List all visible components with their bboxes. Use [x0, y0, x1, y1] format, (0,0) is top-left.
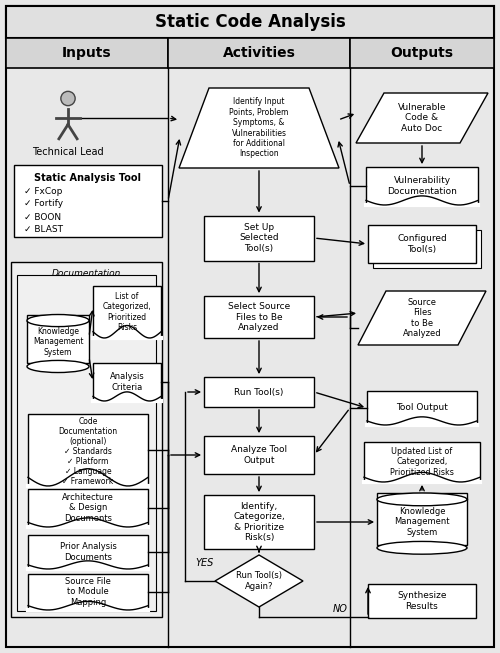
FancyBboxPatch shape: [28, 535, 148, 569]
FancyBboxPatch shape: [373, 230, 481, 268]
FancyBboxPatch shape: [364, 442, 480, 482]
Text: Identify,
Categorize,
& Prioritize
Risk(s): Identify, Categorize, & Prioritize Risk(…: [233, 502, 285, 542]
Text: Analysis
Criteria: Analysis Criteria: [110, 372, 144, 392]
Text: ✓ BOON: ✓ BOON: [24, 212, 61, 221]
Ellipse shape: [377, 493, 467, 506]
FancyBboxPatch shape: [204, 215, 314, 261]
FancyBboxPatch shape: [27, 315, 89, 364]
Text: Prior Analysis
Documents: Prior Analysis Documents: [60, 542, 116, 562]
FancyBboxPatch shape: [11, 262, 162, 617]
Text: Run Tool(s)
Again?: Run Tool(s) Again?: [236, 571, 282, 591]
FancyBboxPatch shape: [368, 584, 476, 618]
Text: ✓ BLAST: ✓ BLAST: [24, 225, 63, 234]
Text: Outputs: Outputs: [390, 46, 454, 60]
FancyBboxPatch shape: [368, 225, 476, 263]
Text: ✓ Fortify: ✓ Fortify: [24, 200, 63, 208]
Text: Code: Code: [78, 417, 98, 426]
Text: Documentation: Documentation: [52, 268, 121, 278]
Text: Select Source
Files to Be
Analyzed: Select Source Files to Be Analyzed: [228, 302, 290, 332]
Text: ✓ Framework: ✓ Framework: [62, 477, 114, 486]
Text: Configured
Tool(s): Configured Tool(s): [397, 234, 447, 254]
Text: Vulnerable
Code &
Auto Doc: Vulnerable Code & Auto Doc: [398, 103, 446, 133]
FancyBboxPatch shape: [366, 167, 478, 205]
FancyBboxPatch shape: [28, 489, 148, 527]
Text: Set Up
Selected
Tool(s): Set Up Selected Tool(s): [239, 223, 279, 253]
Text: Vulnerability
Documentation: Vulnerability Documentation: [387, 176, 457, 196]
FancyBboxPatch shape: [204, 296, 314, 338]
FancyBboxPatch shape: [6, 38, 168, 68]
FancyBboxPatch shape: [6, 6, 494, 647]
Text: Knowledge
Management
System: Knowledge Management System: [33, 327, 83, 357]
Text: ✓ Standards: ✓ Standards: [64, 447, 112, 456]
Polygon shape: [215, 555, 303, 607]
FancyBboxPatch shape: [204, 377, 314, 407]
FancyBboxPatch shape: [367, 391, 477, 425]
Text: Architecture
& Design
Documents: Architecture & Design Documents: [62, 493, 114, 523]
Text: Identify Input
Points, Problem
Symptoms, &
Vulnerabilities
for Additional
Inspec: Identify Input Points, Problem Symptoms,…: [230, 97, 288, 159]
FancyBboxPatch shape: [93, 363, 161, 401]
Text: Synthesize
Results: Synthesize Results: [397, 592, 447, 611]
Text: Knowledge
Management
System: Knowledge Management System: [394, 507, 450, 537]
Text: Inputs: Inputs: [62, 46, 112, 60]
Text: Static Analysis Tool: Static Analysis Tool: [34, 173, 142, 183]
Ellipse shape: [377, 541, 467, 554]
Text: Source File
to Module
Mapping: Source File to Module Mapping: [65, 577, 111, 607]
Text: ✓ Language: ✓ Language: [64, 468, 112, 477]
Text: Source
Files
to Be
Analyzed: Source Files to Be Analyzed: [402, 298, 442, 338]
Text: Tool Output: Tool Output: [396, 404, 448, 413]
Text: Activities: Activities: [222, 46, 296, 60]
FancyBboxPatch shape: [6, 6, 494, 38]
FancyBboxPatch shape: [204, 436, 314, 474]
Text: List of
Categorized,
Prioritized
Risks: List of Categorized, Prioritized Risks: [102, 292, 152, 332]
Text: Technical Lead: Technical Lead: [32, 147, 104, 157]
FancyBboxPatch shape: [17, 275, 156, 611]
FancyBboxPatch shape: [377, 493, 467, 545]
FancyBboxPatch shape: [204, 495, 314, 549]
Ellipse shape: [27, 315, 89, 326]
Text: Analyze Tool
Output: Analyze Tool Output: [231, 445, 287, 465]
Text: Run Tool(s): Run Tool(s): [234, 387, 284, 396]
Polygon shape: [179, 88, 339, 168]
FancyBboxPatch shape: [28, 574, 148, 610]
Circle shape: [61, 91, 75, 106]
Text: YES: YES: [195, 558, 214, 568]
Text: Documentation: Documentation: [58, 428, 118, 436]
FancyBboxPatch shape: [93, 286, 161, 338]
Polygon shape: [356, 93, 488, 143]
FancyBboxPatch shape: [28, 414, 148, 486]
Polygon shape: [358, 291, 486, 345]
Text: Updated List of
Categorized,
Prioritized Risks: Updated List of Categorized, Prioritized…: [390, 447, 454, 477]
Text: NO: NO: [333, 604, 348, 614]
FancyBboxPatch shape: [14, 165, 162, 237]
FancyBboxPatch shape: [350, 38, 494, 68]
Text: ✓ FxCop: ✓ FxCop: [24, 187, 62, 195]
Text: Static Code Analysis: Static Code Analysis: [154, 13, 346, 31]
Ellipse shape: [27, 360, 89, 372]
Text: (optional): (optional): [70, 438, 106, 447]
Text: ✓ Platform: ✓ Platform: [68, 458, 108, 466]
FancyBboxPatch shape: [168, 38, 350, 68]
